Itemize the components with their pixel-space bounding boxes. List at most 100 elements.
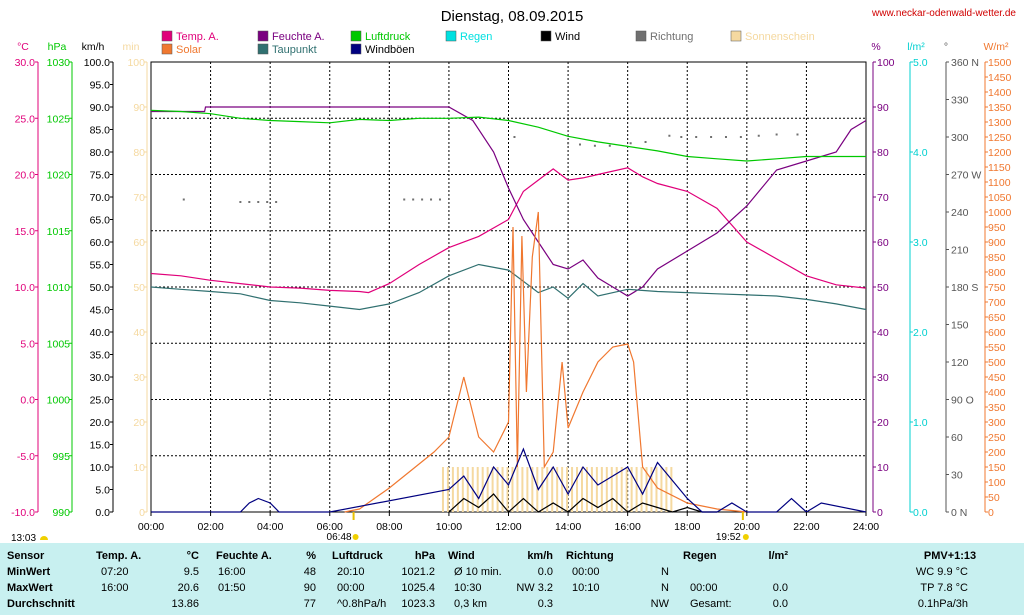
direction-point [796,133,799,136]
moon-set-icon [742,534,749,540]
axis-headers: °C hPa km/h min% l/m² ° W/m² [17,41,1009,53]
humidity-axis-tick-label: 80 [877,147,889,159]
chart-title: Dienstag, 08.09.2015 [441,8,584,25]
rain-axis-tick-label: 3.0 [913,237,928,249]
solar-axis-tick-label: 700 [988,297,1006,309]
x-axis-tick-label: 24:00 [853,521,879,533]
solar-axis-tick-label: 0 [988,507,994,519]
wind-axis-tick-label: 75.0 [90,170,111,182]
sunshine-axis-tick-label: 30 [133,372,145,384]
series-line-windb-en [151,447,867,513]
legend-swatch [257,43,269,55]
axis-header-sun: min [123,41,140,53]
wind-axis-tick-label: 100.0 [84,57,110,69]
header-pressure-unit: hPa [414,550,435,562]
direction-point [257,201,260,203]
wind-axis-tick-label: 0.0 [95,507,110,519]
weather-chart: Dienstag, 08.09.2015 www.neckar-odenwald… [11,8,1016,543]
pressure-axis-tick-label: 1020 [47,170,71,182]
solar-axis-tick-label: 200 [988,447,1006,459]
legend-swatch [161,30,173,42]
pressure-value: 1021.2 [401,566,435,578]
humidity-value: 48 [303,566,316,578]
solar-axis-tick-label: 1250 [988,132,1012,144]
wind-axis-tick-label: 70.0 [90,192,111,204]
legend-label: Wind [555,31,580,43]
sun-icon [352,534,359,540]
temp-time: 16:00 [101,582,129,594]
solar-axis-tick-label: 1050 [988,192,1012,204]
temp-axis-tick-label: 20.0 [15,170,36,182]
statistics-table: Sensor Temp. A. °C Feuchte A.% Luftdruck hPa W… [0,543,1024,615]
series-line-temp-a [150,167,867,294]
direction-axis-tick-label: 240 [951,207,969,219]
wind-axis-tick-label: 25.0 [90,395,111,407]
pressure-time: 20:10 [337,566,365,578]
temp-axis-tick-label: 5.0 [20,338,35,350]
solar-axis-tick-label: 850 [988,252,1006,264]
humidity-axis-tick-label: 70 [877,192,889,204]
temp-axis-tick-label: -10.0 [11,507,35,519]
sunshine-axis-tick-label: 60 [133,237,145,249]
temp-axis-tick-label: 25.0 [15,113,36,125]
solar-axis-tick-label: 1400 [988,87,1012,99]
solar-axis-tick-label: 100 [988,477,1006,489]
x-axis-tick-label: 14:00 [555,521,581,533]
pressure-axis-tick-label: 1025 [47,113,71,125]
x-axis-tick-label: 06:00 [317,521,343,533]
temp-time: 07:20 [101,566,129,578]
rain-axis-tick-label: 1.0 [913,417,928,429]
direction-point [668,134,671,137]
x-axis-tick-label: 04:00 [257,521,283,533]
temp-axis-tick-label: -5.0 [17,451,35,463]
site-url[interactable]: www.neckar-odenwald-wetter.de [871,8,1016,19]
series-line-luftdruck [150,109,866,162]
direction-time: 10:10 [572,582,600,594]
axis-header-solar: W/m² [983,41,1009,53]
humidity-time: 01:50 [218,582,246,594]
sunshine-axis-tick-label: 80 [133,147,145,159]
wind-time: Ø 10 min. [454,566,502,578]
wind-axis-tick-label: 15.0 [90,440,111,452]
rain-time: Gesamt: [690,598,732,610]
series-line-solar [344,211,747,513]
temp-axis-tick-label: 10.0 [15,282,36,294]
header-humidity-unit: % [306,550,316,562]
direction-axis-tick-label: 360 N [951,57,979,69]
direction-point [403,198,406,201]
direction-point [248,201,251,203]
legend-swatch [635,30,647,42]
direction-point [567,142,570,145]
row-label: MinWert [7,566,51,578]
temp-axis-tick-label: 15.0 [15,226,36,238]
rain-axis-tick-label: 2.0 [913,327,928,339]
humidity-axis-tick-label: 40 [877,327,889,339]
rain-axis-tick-label: 5.0 [913,57,928,69]
solar-axis-tick-label: 500 [988,357,1006,369]
direction-point [430,198,433,201]
legend-swatch [257,30,269,42]
direction-point [266,201,269,203]
wind-value: 0.3 [537,598,553,610]
direction-point [421,198,424,201]
wind-axis-tick-label: 50.0 [90,282,111,294]
direction-axis-tick-label: 90 O [951,395,974,407]
header-pmv: PMV+1:13 [923,550,977,562]
solar-axis-tick-label: 650 [988,312,1006,324]
wind-axis-tick-label: 65.0 [90,215,111,227]
sunshine-axis-tick-label: 40 [133,327,145,339]
series-line-wind [448,493,717,513]
solar-axis-tick-label: 900 [988,237,1006,249]
pressure-time: ^0.8hPa/h [337,598,387,610]
sunset-label: 19:52 [716,532,741,543]
plot-area [150,61,867,513]
axis-header-press: hPa [48,41,67,53]
axis-header-temp: °C [17,41,29,53]
sunshine-axis-tick-label: 10 [133,462,145,474]
legend-swatch [445,30,457,42]
direction-point [608,144,611,147]
sunshine-axis-tick-label: 20 [133,417,145,429]
wind-axis-tick-label: 45.0 [90,305,111,317]
temp-axis-tick-label: 30.0 [15,57,36,69]
pressure-axis-tick-label: 990 [52,507,70,519]
